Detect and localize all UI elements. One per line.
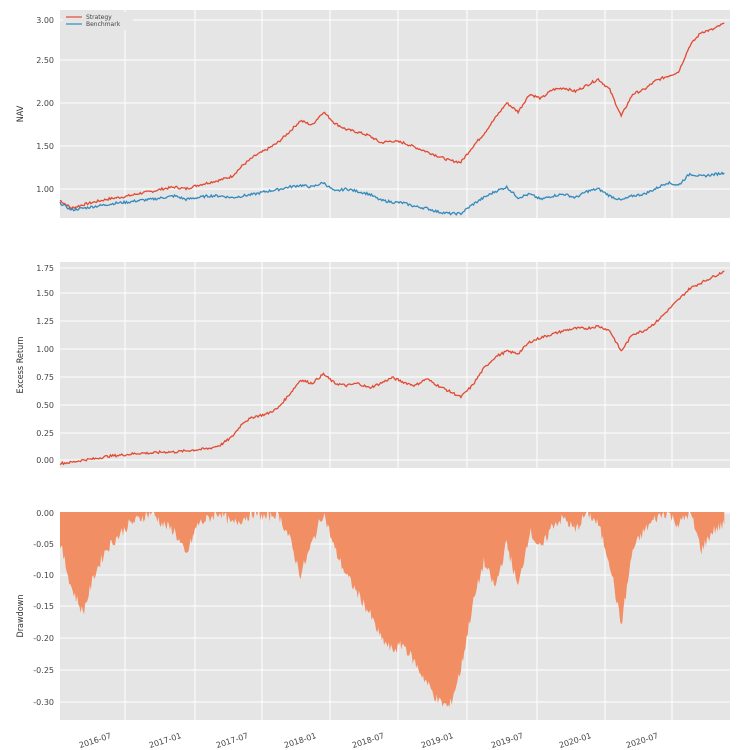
excess-return-line [59, 270, 725, 466]
y-tick-label: 1.50 [36, 142, 54, 151]
legend-label-benchmark: Benchmark [86, 21, 121, 28]
x-tick-label: 2018-07 [351, 731, 386, 750]
y-tick-label: -0.30 [33, 698, 54, 707]
y-tick-label: -0.05 [33, 540, 54, 549]
x-tick-label: 2020-01 [558, 731, 593, 750]
benchmark-line [59, 171, 725, 216]
y-tick-label: -0.10 [33, 571, 54, 580]
y-axis-label: Excess Return [16, 336, 26, 393]
y-tick-label: 1.00 [36, 185, 54, 194]
x-tick-label: 2019-01 [420, 731, 455, 750]
x-tick-label: 2019-07 [490, 731, 525, 750]
y-tick-label: 3.00 [36, 16, 54, 25]
y-tick-label: 0.00 [36, 456, 54, 465]
x-tick-label: 2017-01 [148, 731, 183, 750]
x-tick-label: 2018-01 [283, 731, 318, 750]
y-tick-label: 0.50 [36, 401, 54, 410]
y-tick-label: 2.00 [36, 99, 54, 108]
y-tick-label: 0.75 [36, 373, 54, 382]
x-tick-label: 2020-07 [625, 731, 660, 750]
y-tick-label: 2.50 [36, 56, 54, 65]
plot-area-2 [60, 262, 730, 468]
strategy-line [59, 22, 725, 210]
x-tick-label: 2017-07 [215, 731, 250, 750]
y-axis-label: Drawdown [16, 595, 26, 638]
y-tick-label: 1.25 [36, 317, 54, 326]
y-tick-label: -0.15 [33, 602, 54, 611]
x-tick-label: 2016-07 [78, 731, 113, 750]
y-tick-label: 1.75 [36, 264, 54, 273]
y-tick-label: 0.00 [36, 509, 54, 518]
legend-label-strategy: Strategy [86, 14, 112, 21]
plot-area-1 [60, 10, 730, 218]
y-tick-label: -0.25 [33, 666, 54, 675]
y-tick-label: 1.00 [36, 345, 54, 354]
y-axis-label: NAV [16, 105, 26, 122]
y-tick-label: -0.20 [33, 634, 54, 643]
y-tick-label: 1.50 [36, 289, 54, 298]
y-tick-label: 0.25 [36, 429, 54, 438]
drawdown-area [60, 512, 725, 707]
